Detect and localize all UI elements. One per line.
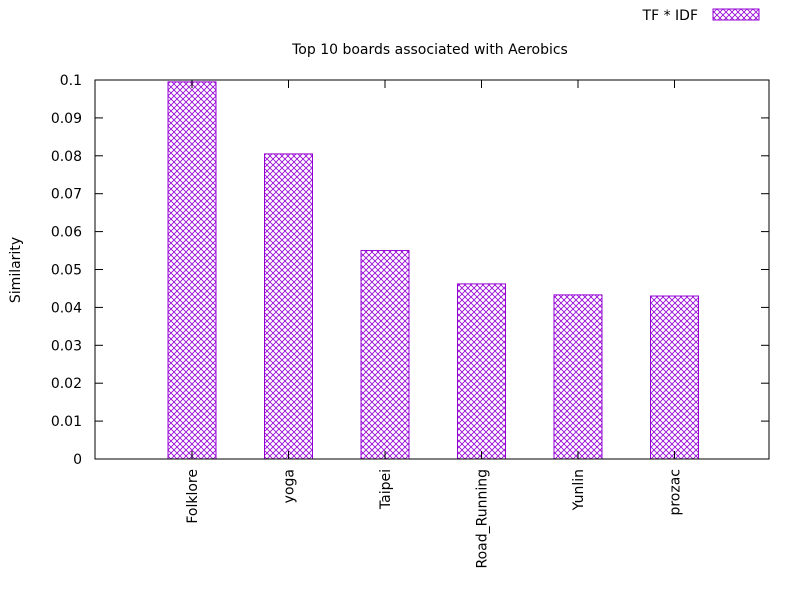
bar-yoga xyxy=(264,153,313,460)
y-tick-label: 0.06 xyxy=(51,225,82,241)
y-tick-label: 0.03 xyxy=(51,338,82,354)
plot-frame xyxy=(94,79,770,460)
chart-title: Top 10 boards associated with Aerobics xyxy=(291,42,568,58)
y-tick-label: 0 xyxy=(73,452,82,468)
x-tick-label: yoga xyxy=(282,469,298,503)
x-tick-label: Taipei xyxy=(378,469,394,510)
x-axis-ticks: Folklore yoga Taipei Road_Running Yunlin proz… xyxy=(185,80,684,569)
bar-taipei xyxy=(360,250,410,460)
y-tick-label: 0.02 xyxy=(51,376,82,392)
bar-road-running xyxy=(457,283,506,460)
y-tick-label: 0.05 xyxy=(51,263,82,279)
x-tick-label: prozac xyxy=(668,469,684,516)
y-tick-label: 0.07 xyxy=(51,187,82,203)
y-tick-label: 0.09 xyxy=(51,111,82,127)
legend-swatch xyxy=(712,8,760,21)
y-axis-ticks: 0 0.01 0.02 0.03 0.04 0.05 0.06 0.07 0.08 0.09 0.1 xyxy=(51,73,769,468)
y-axis-label: Similarity xyxy=(8,237,24,303)
bar-prozac xyxy=(650,295,699,460)
y-tick-label: 0.08 xyxy=(51,149,82,165)
x-tick-label: Folklore xyxy=(185,469,201,524)
y-tick-label: 0.1 xyxy=(60,73,82,89)
y-tick-label: 0.04 xyxy=(51,300,82,316)
bars xyxy=(167,81,699,460)
x-tick-label: Yunlin xyxy=(571,469,587,511)
x-tick-label: Road_Running xyxy=(475,469,491,569)
y-tick-label: 0.01 xyxy=(51,414,82,430)
bar-yunlin xyxy=(553,294,603,460)
legend-label: TF * IDF xyxy=(642,8,698,24)
bar-folklore xyxy=(167,81,217,460)
legend: TF * IDF xyxy=(642,8,760,24)
